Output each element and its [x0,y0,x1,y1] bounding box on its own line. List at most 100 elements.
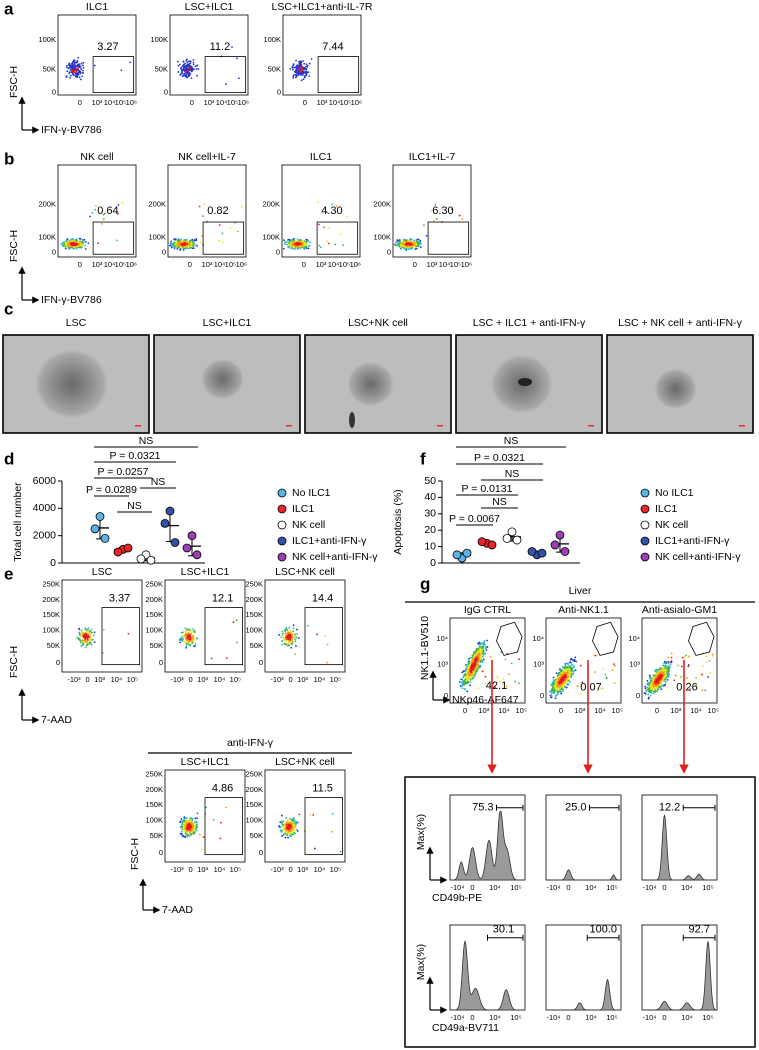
event-dot [663,662,665,665]
event-dot [83,636,85,639]
event-dot [474,667,477,669]
x-tick-label: 10⁵ [708,706,719,715]
x-tick-label: 0 [289,675,293,684]
gate-value: 0.26 [676,682,697,694]
event-dot [70,240,73,243]
histogram [449,924,526,1011]
event-dot [468,668,471,671]
gate [316,221,359,255]
event-dot [468,666,470,669]
event-dot [480,647,483,650]
event-dot [83,239,86,241]
event-dot [74,75,77,78]
event-dot [290,241,293,244]
event-dot [176,239,179,242]
gate [204,56,247,93]
x-tick-label: 10⁶ [461,260,472,269]
event-dot [674,674,677,677]
event-dot [183,823,186,826]
event-dot [221,232,224,235]
event-dot [191,635,194,637]
event-dot [292,68,294,71]
event-dot [280,830,283,833]
y-tick-label: 10⁴ [532,634,544,643]
event-dot [658,670,661,672]
flow-plot [57,14,137,96]
event-dot [191,247,194,250]
event-dot [300,68,303,70]
event-dot [561,674,564,677]
event-dot [655,682,658,685]
y-tick-label: 40 [424,491,436,503]
y-tick-label: 100K [145,626,163,635]
event-dot [187,628,190,631]
event-dot [562,681,565,684]
event-dot [473,655,476,658]
event-dot [480,654,483,657]
event-dot [477,653,480,656]
event-dot [195,824,198,827]
event-dot [500,651,503,654]
flow-plot [57,164,137,258]
event-dot [186,61,189,64]
comparison-label: P = 0.0131 [462,483,513,495]
event-dot [188,71,191,74]
event-dot [85,628,88,631]
plot-title: LSC+ILC1 [181,756,230,768]
data-point [123,543,133,553]
event-dot [187,819,190,822]
event-dot [287,635,290,638]
plot-title: Anti-NK1.1 [558,604,609,616]
event-dot [102,651,104,654]
event-dot [460,678,463,680]
event-dot [299,62,302,65]
event-dot [562,675,565,678]
event-dot [185,834,187,837]
legend-label: NK cell [292,519,325,531]
event-dot [72,61,75,64]
event-dot [66,241,69,244]
event-dot [89,636,92,639]
event-dot [648,674,651,677]
event-dot [687,663,690,666]
y-tick-label: 100K [148,233,166,242]
event-dot [76,74,79,77]
event-dot [648,687,651,689]
event-dot [292,247,295,250]
event-dot [291,634,294,637]
event-dot [288,822,291,824]
image-title: LSC + ILC1 + anti-IFN-γ [473,317,586,329]
data-point [187,531,197,541]
gate-value: 0.07 [580,682,601,694]
x-tick-label: -10⁴ [546,1013,560,1022]
event-dot [575,660,578,663]
x-tick-label: 0 [289,865,293,874]
event-dot [64,241,67,244]
gate [92,56,135,93]
event-dot [184,830,186,833]
event-dot [667,670,670,673]
event-dot [303,76,306,79]
event-dot [288,642,291,645]
event-dot [286,631,289,634]
event-dot [297,245,299,248]
event-dot [65,75,68,78]
event-dot [484,647,487,649]
x-tick-label: 0 [190,98,194,107]
event-dot [471,661,474,663]
legend-marker [640,488,650,498]
event-dot [573,660,576,663]
x-tick-label: 10⁵ [115,260,126,269]
event-dot [295,67,298,70]
event-dot [287,820,290,823]
y-tick-label: 250K [145,580,163,589]
scale-bar [135,425,141,427]
event-dot [485,682,487,685]
event-dot [310,58,313,60]
event-dot [189,62,192,65]
y-tick-label: 200K [148,200,166,209]
event-dot [79,70,82,73]
event-dot [652,674,655,677]
event-dot [417,245,420,247]
flow-plot [545,617,622,704]
